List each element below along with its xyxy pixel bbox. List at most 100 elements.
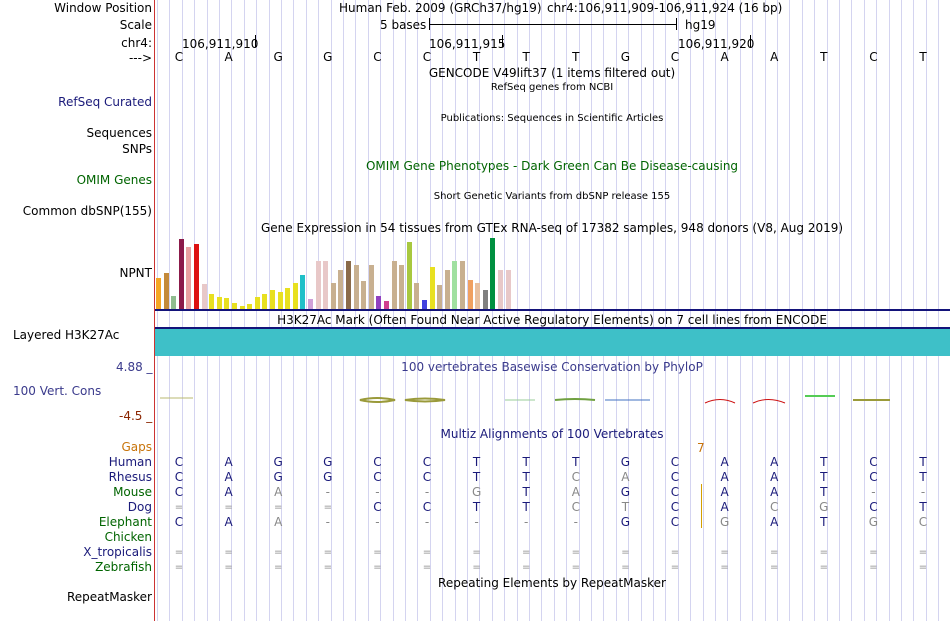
alignment-base: = bbox=[472, 562, 481, 573]
gtex-tissue-bar[interactable] bbox=[353, 265, 359, 310]
gtex-tissue-bar[interactable] bbox=[163, 273, 169, 310]
alignment-base: C bbox=[670, 515, 680, 529]
gtex-tissue-bar[interactable] bbox=[422, 300, 427, 310]
gtex-tissue-bar[interactable] bbox=[262, 294, 268, 310]
gtex-tissue-bar[interactable] bbox=[239, 306, 245, 310]
species-label[interactable]: Chicken bbox=[104, 530, 152, 544]
omim-track-label[interactable]: OMIM Genes bbox=[76, 173, 152, 187]
gtex-tissue-bar[interactable] bbox=[270, 290, 275, 310]
gtex-tissue-bar[interactable] bbox=[156, 278, 161, 310]
repeatmasker-track-label[interactable]: RepeatMasker bbox=[66, 590, 152, 604]
alignment-base: = bbox=[869, 547, 878, 558]
gaps-track-label[interactable]: Gaps bbox=[121, 440, 152, 454]
gtex-tissue-bar[interactable] bbox=[285, 288, 291, 310]
species-label[interactable]: X_tropicalis bbox=[83, 545, 152, 559]
gtex-tissue-bar[interactable] bbox=[224, 298, 230, 310]
gtex-tissue-bar[interactable] bbox=[361, 281, 367, 310]
gtex-tissue-bar[interactable] bbox=[346, 261, 351, 310]
alignment-base: = bbox=[521, 547, 531, 558]
reference-base: A bbox=[770, 50, 779, 64]
snps-track-label[interactable]: SNPs bbox=[122, 142, 152, 156]
alignment-base: A bbox=[720, 485, 729, 499]
gtex-tissue-bar[interactable] bbox=[323, 261, 329, 310]
species-label[interactable]: Dog bbox=[127, 500, 152, 514]
gtex-tissue-bar[interactable] bbox=[247, 304, 253, 310]
gtex-tissue-bar[interactable] bbox=[178, 239, 184, 310]
gtex-tissue-bar[interactable] bbox=[399, 265, 405, 310]
gtex-tissue-bar[interactable] bbox=[467, 280, 473, 310]
gtex-tissue-bar[interactable] bbox=[330, 283, 336, 310]
gtex-tissue-bar[interactable] bbox=[171, 296, 177, 310]
gtex-tissue-bar[interactable] bbox=[194, 244, 199, 310]
gtex-tissue-bar[interactable] bbox=[308, 299, 313, 310]
npnt-gene-label[interactable]: NPNT bbox=[119, 266, 152, 280]
alignment-base: C bbox=[869, 455, 878, 469]
gtex-tissue-bar[interactable] bbox=[437, 285, 443, 310]
alignment-base: C bbox=[422, 455, 432, 469]
species-label[interactable]: Human bbox=[108, 455, 152, 469]
alignment-base: A bbox=[571, 485, 580, 499]
gtex-tissue-bar[interactable] bbox=[338, 270, 344, 310]
species-label[interactable]: Elephant bbox=[98, 515, 152, 529]
h3k27ac-track-label[interactable]: Layered H3K27Ac bbox=[13, 328, 120, 342]
gtex-tissue-bar[interactable] bbox=[406, 242, 412, 310]
alignment-base: G bbox=[323, 455, 333, 469]
gtex-tissue-bar[interactable] bbox=[452, 261, 458, 310]
gtex-tissue-bar[interactable] bbox=[444, 270, 450, 310]
strand-arrow-label[interactable]: ---> bbox=[128, 51, 152, 65]
alignment-base: A bbox=[224, 485, 233, 499]
gtex-expression-chart[interactable] bbox=[155, 230, 950, 310]
phylop-signal[interactable] bbox=[155, 392, 950, 408]
gtex-tissue-bar[interactable] bbox=[209, 294, 215, 310]
gtex-tissue-bar[interactable] bbox=[391, 261, 397, 310]
alignment-base: C bbox=[373, 500, 382, 514]
species-label[interactable]: Mouse bbox=[113, 485, 152, 499]
gtex-tissue-bar[interactable] bbox=[498, 270, 503, 310]
reference-base: C bbox=[670, 50, 680, 64]
gtex-tissue-bar[interactable] bbox=[232, 303, 237, 310]
reference-base: A bbox=[720, 50, 729, 64]
reference-base: C bbox=[174, 50, 184, 64]
gtex-tissue-bar[interactable] bbox=[300, 275, 306, 310]
gtex-tissue-bar[interactable] bbox=[201, 284, 207, 310]
scale-bar-right-tick bbox=[676, 18, 677, 30]
alignment-base: T bbox=[820, 515, 828, 529]
species-label[interactable]: Zebrafish bbox=[95, 560, 152, 574]
gtex-tissue-bar[interactable] bbox=[482, 290, 488, 310]
cons-track-label[interactable]: 100 Vert. Cons bbox=[13, 384, 102, 398]
coord-label: 106,911,910 bbox=[182, 37, 259, 51]
gtex-tissue-bar[interactable] bbox=[368, 265, 374, 310]
alignment-base: C bbox=[670, 470, 680, 484]
alignment-base: - bbox=[424, 515, 430, 529]
alignment-base: = bbox=[621, 562, 630, 573]
gtex-tissue-bar[interactable] bbox=[384, 301, 389, 310]
gtex-tissue-bar[interactable] bbox=[475, 283, 481, 310]
reference-base: G bbox=[323, 50, 333, 64]
scale-bar bbox=[429, 24, 676, 25]
reference-base: C bbox=[869, 50, 878, 64]
gtex-tissue-bar[interactable] bbox=[292, 283, 298, 310]
sequences-track-label[interactable]: Sequences bbox=[86, 126, 152, 140]
gtex-tissue-bar[interactable] bbox=[376, 296, 382, 310]
gtex-tissue-bar[interactable] bbox=[490, 238, 496, 310]
refseq-track-label[interactable]: RefSeq Curated bbox=[58, 95, 152, 109]
h3k27ac-signal[interactable] bbox=[155, 329, 950, 356]
gtex-tissue-bar[interactable] bbox=[505, 270, 511, 310]
gtex-tissue-bar[interactable] bbox=[315, 261, 321, 310]
gtex-tissue-bar[interactable] bbox=[414, 283, 420, 310]
alignment-base: - bbox=[325, 515, 330, 529]
window-position-label: Window Position bbox=[54, 1, 152, 15]
gencode-track-title[interactable]: GENCODE V49lift37 (1 items filtered out) bbox=[428, 66, 676, 80]
alignment-base: = bbox=[174, 502, 184, 513]
alignment-base: C bbox=[670, 455, 680, 469]
gtex-tissue-bar[interactable] bbox=[460, 261, 465, 310]
gtex-tissue-bar[interactable] bbox=[216, 297, 222, 310]
gtex-tissue-bar[interactable] bbox=[186, 247, 192, 310]
gtex-tissue-bar[interactable] bbox=[254, 297, 260, 310]
dbsnp-track-label[interactable]: Common dbSNP(155) bbox=[22, 204, 152, 218]
species-label[interactable]: Rhesus bbox=[108, 470, 152, 484]
gtex-tissue-bar[interactable] bbox=[277, 292, 283, 310]
alignment-base: C bbox=[918, 515, 928, 529]
gtex-tissue-bar[interactable] bbox=[429, 267, 435, 310]
alignment-base: - bbox=[424, 485, 430, 499]
